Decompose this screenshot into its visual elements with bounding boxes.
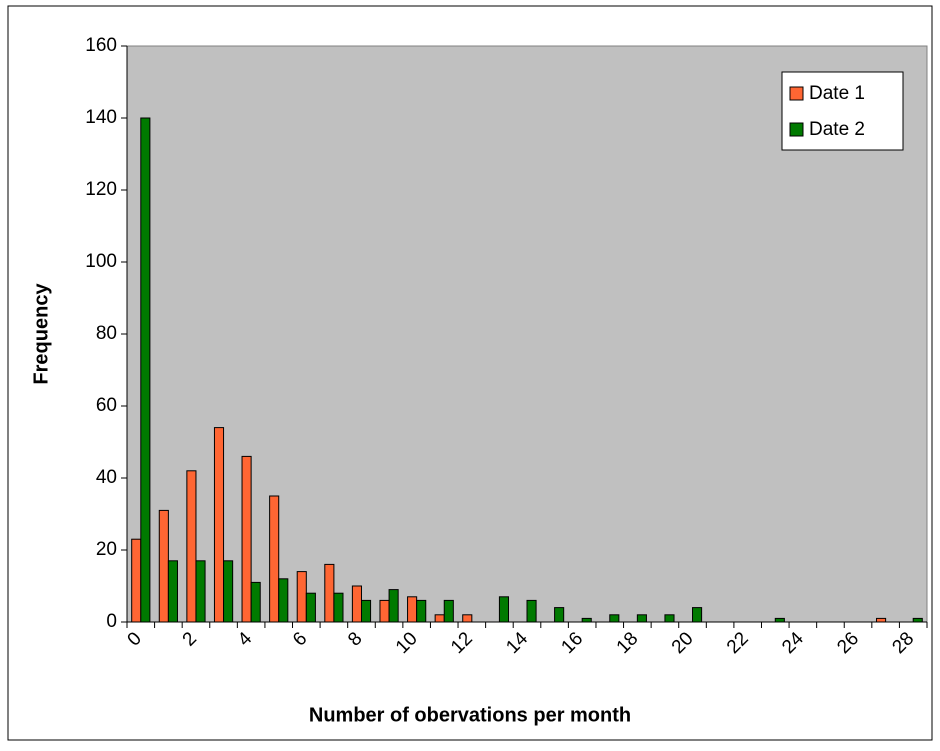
y-tick-label: 160 — [85, 35, 117, 56]
bar — [462, 614, 473, 623]
bar — [664, 614, 675, 623]
y-tick-label: 100 — [85, 251, 117, 272]
bar — [333, 592, 344, 623]
y-tick-label: 80 — [96, 323, 117, 344]
bar — [269, 495, 280, 623]
x-axis-label: Number of obervations per month — [309, 704, 631, 726]
bar — [167, 560, 178, 623]
bar — [250, 581, 261, 623]
bar — [379, 599, 390, 623]
bar — [912, 617, 923, 623]
y-tick-label: 0 — [106, 611, 117, 632]
bar — [241, 455, 252, 623]
legend-label: Date 1 — [809, 83, 865, 104]
bar — [609, 614, 620, 623]
bar — [692, 607, 703, 623]
bar — [360, 599, 372, 623]
bar — [526, 599, 537, 623]
bar — [581, 617, 592, 623]
bar — [498, 596, 510, 623]
y-tick-label: 20 — [96, 539, 117, 560]
legend-box — [781, 71, 904, 151]
legend-swatch — [789, 122, 804, 137]
bar — [636, 614, 647, 623]
bar — [351, 585, 362, 623]
y-tick-label: 140 — [85, 107, 117, 128]
y-tick-label: 60 — [96, 395, 117, 416]
bar — [434, 614, 445, 623]
bar — [443, 599, 454, 623]
legend-label: Date 2 — [809, 119, 865, 140]
bar — [305, 592, 316, 623]
bar — [195, 560, 206, 623]
bar — [324, 563, 335, 623]
bar — [407, 596, 418, 623]
bar — [186, 470, 197, 623]
legend-swatch — [789, 86, 804, 101]
bar — [388, 589, 399, 623]
bar — [296, 571, 307, 623]
bar — [213, 427, 225, 623]
y-axis-label: Frequency — [30, 283, 52, 385]
bar — [158, 509, 169, 623]
y-tick-label: 120 — [85, 179, 117, 200]
bar — [774, 617, 785, 623]
bar — [554, 607, 565, 623]
bar — [131, 538, 142, 623]
bar — [140, 117, 151, 623]
bar — [416, 599, 427, 623]
legend: Date 1 Date 2 — [781, 71, 904, 151]
bar — [278, 578, 289, 623]
bar — [876, 617, 887, 623]
bar — [223, 560, 234, 623]
y-tick-label: 40 — [96, 467, 117, 488]
